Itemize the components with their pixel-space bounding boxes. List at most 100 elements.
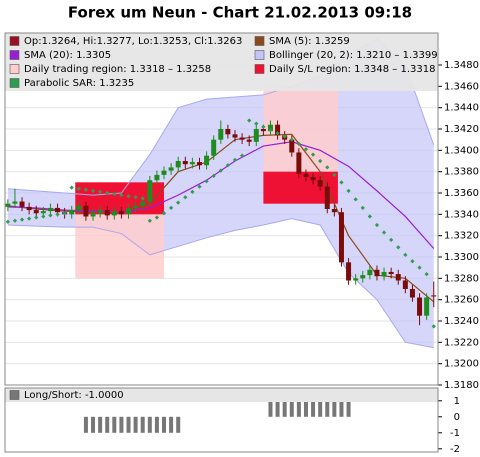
signal-bar: [339, 400, 344, 417]
sar-dot: [41, 214, 46, 219]
candle-body: [126, 207, 132, 215]
sar-dot: [34, 215, 39, 220]
y-tick-label: 1.3340: [444, 209, 479, 220]
legend-swatch: [9, 390, 20, 400]
legend-label: Op:1.3264, Hi:1.3277, Lo:1.3253, Cl:1.32…: [24, 36, 242, 47]
candle-body: [395, 274, 401, 281]
candle-body: [147, 180, 153, 202]
sar-dot: [296, 141, 301, 147]
sar-dot: [176, 200, 181, 205]
y-tick-label: -2: [450, 444, 460, 455]
sar-dot: [62, 211, 67, 216]
sar-dot: [403, 252, 408, 257]
plot-frame: [4, 32, 439, 386]
candle-body: [225, 129, 231, 135]
y-tick-label: -1: [450, 428, 460, 439]
signal-bar: [147, 416, 152, 433]
candle-body: [381, 271, 387, 277]
sar-dot: [239, 153, 245, 158]
sar-dot: [389, 237, 394, 243]
candle-body: [296, 152, 302, 174]
sar-dot: [410, 259, 415, 264]
candle-body: [360, 275, 366, 279]
signal-bar: [303, 400, 308, 417]
sar-dot: [83, 187, 89, 192]
sar-dot: [424, 271, 429, 277]
legend-label: SMA (5): 1.3259: [269, 36, 350, 47]
candle-body: [417, 297, 423, 316]
sar-dot: [325, 165, 330, 170]
signal-bar: [332, 400, 337, 417]
candle-body: [55, 207, 61, 213]
signal-bar: [91, 416, 96, 433]
legend-swatch: [9, 64, 20, 74]
candle-body: [246, 139, 252, 142]
sar-dot: [275, 131, 280, 136]
legend-swatch: [9, 50, 20, 60]
candle-body: [104, 210, 110, 216]
sar-dot: [112, 191, 117, 197]
signal-bar: [126, 416, 131, 433]
y-tick-label: 1.3400: [444, 145, 479, 156]
candle-body: [182, 161, 188, 165]
candle-body: [118, 211, 124, 215]
legend-swatch: [254, 50, 265, 60]
signal-bar: [282, 400, 287, 417]
signal-bar: [318, 400, 323, 417]
sar-dot: [381, 230, 387, 235]
candle-body: [90, 213, 96, 217]
candle-body: [133, 205, 139, 208]
signal-bar: [119, 416, 124, 433]
candle-body: [310, 177, 316, 181]
candle-body: [83, 205, 89, 217]
candle-body: [168, 167, 174, 171]
sar-dot: [218, 168, 223, 173]
y-tick-label: 1.3260: [444, 295, 479, 306]
sar-dot: [353, 197, 358, 202]
legend-label: Parabolic SAR: 1.3235: [24, 78, 134, 89]
sar-dot: [247, 118, 252, 123]
sar-dot: [268, 127, 273, 133]
signal-bar: [311, 400, 316, 417]
signal-bar: [140, 416, 145, 433]
legend-swatch: [254, 36, 265, 46]
signal-bar: [83, 416, 88, 433]
candle-body: [367, 269, 373, 276]
y-tick-label: 1.3460: [444, 81, 479, 92]
signal-bar: [112, 416, 117, 433]
candle-body: [431, 295, 437, 297]
signal-bar: [169, 416, 174, 433]
legend-label: Bollinger (20, 2): 1.3210 – 1.3399: [269, 50, 438, 61]
signal-bar: [325, 400, 330, 417]
candle-body: [402, 280, 408, 289]
candle-body: [232, 134, 238, 138]
sar-dot: [55, 212, 60, 217]
legend-background: [5, 33, 438, 91]
candle-body: [253, 129, 259, 142]
y-tick-label: 1.3280: [444, 273, 479, 284]
candle-body: [260, 129, 266, 132]
sar-dot: [225, 163, 231, 168]
legend-swatch: [254, 64, 265, 74]
legend-swatch: [9, 78, 20, 88]
candle-body: [189, 162, 195, 165]
sar-dot: [197, 184, 202, 189]
candle-body: [239, 137, 245, 140]
candle-body: [324, 186, 330, 209]
candle-body: [161, 170, 167, 175]
candle-body: [40, 211, 46, 214]
signal-bar: [268, 400, 273, 417]
sar-dot: [161, 211, 167, 216]
y-tick-label: 1.3220: [444, 337, 479, 348]
sar-dot: [346, 188, 351, 193]
y-tick-label: 1.3420: [444, 124, 479, 135]
y-tick-label: 1.3240: [444, 316, 479, 327]
y-tick-label: 1.3440: [444, 103, 479, 114]
sar-dot: [27, 216, 32, 221]
candle-body: [317, 180, 323, 187]
candle-body: [26, 206, 32, 211]
sar-dot: [417, 265, 422, 270]
sar-dot: [310, 152, 316, 157]
sar-dot: [190, 189, 195, 195]
